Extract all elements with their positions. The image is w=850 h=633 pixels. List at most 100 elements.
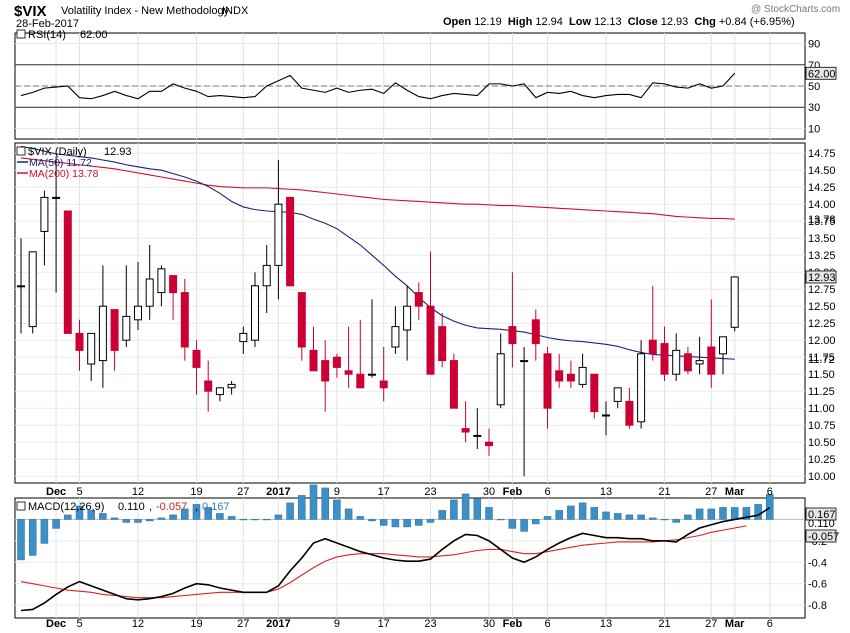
candle-body <box>87 332 96 365</box>
date-tick-label: Feb <box>503 486 523 498</box>
candle-body <box>227 383 236 389</box>
candle-body <box>719 336 727 355</box>
macd-hist-bar <box>613 513 622 520</box>
rsi-tick-label: 10 <box>808 123 820 135</box>
quote-summary: Open 12.19 High 12.94 Low 12.13 Close 12… <box>443 16 795 29</box>
candle-body <box>695 360 704 365</box>
macd-signal-value: -0.057 <box>156 501 187 513</box>
price-tick-label: 10.75 <box>808 420 836 432</box>
date-tick-label: 27 <box>705 486 717 498</box>
rsi-tick-label: 30 <box>808 102 820 114</box>
candle-body <box>520 360 529 363</box>
macd-signal-line <box>20 525 747 599</box>
quote-value: 12.19 <box>474 16 502 28</box>
quote-value: 12.93 <box>660 16 689 28</box>
macd-hist-bar <box>75 505 84 520</box>
macd-hist-bar <box>719 507 727 520</box>
candle-body <box>403 305 412 331</box>
macd-hist-bar <box>485 507 493 520</box>
price-tick-label: 12.75 <box>808 284 836 296</box>
price-tick-label: 10.50 <box>808 437 836 449</box>
price-tick-label: 11.00 <box>808 403 835 415</box>
price-tick-label: 12.50 <box>808 301 836 313</box>
candle-body <box>215 387 224 396</box>
macd-hist-bar <box>695 508 704 520</box>
macd-hist-bar <box>625 514 634 520</box>
candle-body <box>578 366 587 385</box>
price-tick-label: 12.00 <box>808 335 836 347</box>
quote-label: Chg <box>694 16 716 28</box>
date-tick-label: Dec <box>46 486 66 498</box>
price-tick-label: 13.25 <box>808 250 836 262</box>
date-tick-label: 6 <box>544 618 550 630</box>
candle-body <box>169 275 178 294</box>
price-last-tag: 11.72 <box>808 354 835 366</box>
macd-last-tag-box <box>805 507 837 521</box>
date-tick-label: 19 <box>190 618 202 630</box>
macd-hist-bar <box>520 519 528 532</box>
date-tick-label: 30 <box>483 486 495 498</box>
rsi-tick-label: 90 <box>808 39 820 51</box>
macd-hist-bar <box>192 504 201 520</box>
candle-body <box>730 276 739 328</box>
candle-body <box>473 434 482 437</box>
quote-value: 12.94 <box>535 16 563 28</box>
price-tick-label: 10.00 <box>808 471 836 483</box>
macd-hist-bar <box>356 516 365 520</box>
macd-hist-bar <box>649 517 657 520</box>
candle-body <box>134 305 142 321</box>
quote-label: High <box>507 16 533 28</box>
macd-hist-bar <box>157 517 166 520</box>
macd-hist-bar <box>555 510 563 520</box>
date-tick-label: 27 <box>237 486 249 498</box>
macd-hist-bar <box>532 519 540 525</box>
macd-hist-bar <box>333 499 341 520</box>
macd-hist-value: 0.167 <box>202 501 230 513</box>
candle-body <box>40 196 49 232</box>
macd-hist-bar <box>543 516 552 520</box>
macd-last-tag: 0.167 <box>808 509 836 521</box>
price-panel: 10.00 10.25 10.50 10.75 11.00 11.25 11.50 11.75… <box>15 145 837 483</box>
price-last-tag: 12.93 <box>808 272 836 284</box>
price-value: 12.93 <box>104 146 132 158</box>
candle-body <box>438 326 447 362</box>
macd-separator: , <box>195 501 198 513</box>
candle-body <box>379 380 388 389</box>
date-label: 28-Feb-2017 <box>16 18 79 30</box>
candle-body <box>637 353 646 423</box>
panel-labels: RSI(14) 62.00 $VIX (Daily) 12.93 MA(50) 11.7… <box>16 29 230 513</box>
candle-body <box>274 203 283 266</box>
candle-body <box>157 268 166 294</box>
date-tick-label: 5 <box>76 486 82 498</box>
date-tick-label: 9 <box>334 486 340 498</box>
macd-hist-bar <box>344 508 353 520</box>
macd-hist-bar <box>122 519 131 523</box>
macd-hist-bar <box>28 519 37 556</box>
macd-value: 0.110 <box>118 501 145 513</box>
ma-legend-label: MA(200) 13.78 <box>29 168 99 180</box>
price-last-tag-box <box>805 270 837 284</box>
candle-body <box>63 210 72 334</box>
candle-body <box>239 332 248 343</box>
candle-body <box>426 305 435 375</box>
date-tick-label: 17 <box>378 486 390 498</box>
candle-body <box>707 346 716 375</box>
date-tick-label: 23 <box>424 618 436 630</box>
macd-hist-bar <box>52 519 60 529</box>
macd-hist-bar <box>496 519 505 521</box>
macd-hist-bar <box>274 514 283 520</box>
price-tick-label: 14.50 <box>808 165 836 177</box>
date-tick-label: 21 <box>658 618 670 630</box>
price-tick-label: 11.75 <box>808 352 835 364</box>
candle-body <box>648 339 657 355</box>
macd-hist-bar <box>450 499 458 520</box>
macd-separator: , <box>149 501 152 513</box>
macd-hist-bar <box>391 519 400 528</box>
rsi-line <box>20 72 736 100</box>
macd-hist-bar <box>99 513 107 520</box>
macd-line <box>20 506 771 612</box>
macd-last-tag-box <box>805 529 837 543</box>
candle-body <box>449 360 458 409</box>
candle-body <box>192 349 201 368</box>
ma50-line <box>20 145 735 360</box>
